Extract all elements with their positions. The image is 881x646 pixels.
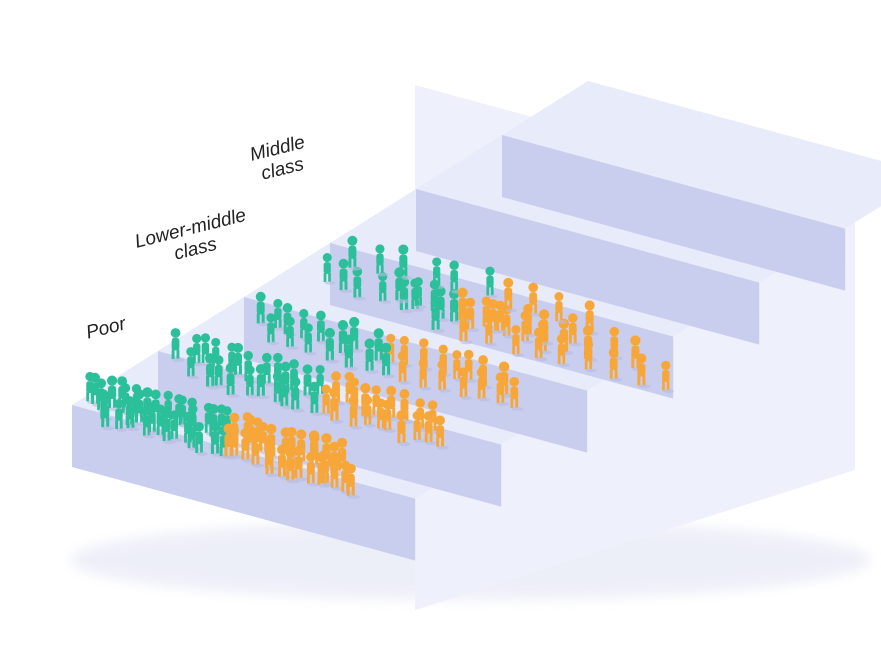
person-figure-icon <box>345 463 360 499</box>
person-figure-icon <box>214 355 228 389</box>
person-figure-icon <box>170 328 185 363</box>
person-figure-icon <box>394 267 409 304</box>
person-figure-icon <box>245 365 259 399</box>
person-figure-icon <box>161 408 176 445</box>
person-figure-icon <box>229 426 243 459</box>
person-figure-icon <box>347 235 362 271</box>
person-figure-icon <box>232 342 247 378</box>
person-figure-icon <box>458 367 472 400</box>
person-figure-icon <box>423 411 438 446</box>
person-figure-icon <box>305 452 320 487</box>
person-figure-icon <box>412 410 426 443</box>
person-figure-icon <box>338 258 353 294</box>
person-figure-icon <box>363 395 376 428</box>
person-figure-icon <box>556 334 570 368</box>
person-figure-icon <box>583 339 597 373</box>
person-figure-icon <box>375 244 389 277</box>
person-figure-icon <box>554 292 568 324</box>
person-figure-icon <box>192 333 206 367</box>
step-riser <box>158 351 502 507</box>
step-riser <box>72 405 416 561</box>
person-figure-icon <box>293 446 308 482</box>
person-figure-icon <box>309 381 324 416</box>
person-figure-icon <box>495 372 510 407</box>
person-figure-icon <box>435 415 449 450</box>
person-figure-icon <box>418 358 432 391</box>
person-figure-icon <box>458 308 473 345</box>
person-figure-icon <box>343 334 359 371</box>
person-figure-icon <box>302 364 317 399</box>
person-figure-icon <box>324 327 340 364</box>
step-riser <box>502 135 846 291</box>
person-figure-icon <box>495 300 509 334</box>
person-figure-icon <box>378 271 391 304</box>
person-figure-icon <box>255 364 270 400</box>
person-figure-icon <box>511 324 525 358</box>
person-figure-icon <box>364 338 379 374</box>
person-figure-icon <box>255 291 270 327</box>
person-figure-icon <box>636 353 651 389</box>
person-figure-icon <box>285 316 299 350</box>
person-figure-icon <box>413 277 427 309</box>
person-figure-icon <box>396 410 411 447</box>
person-figure-icon <box>329 457 344 491</box>
person-figure-icon <box>225 363 240 398</box>
person-figure-icon <box>266 313 280 346</box>
person-figure-icon <box>322 253 336 285</box>
person-figure-icon <box>319 449 335 487</box>
person-figure-icon <box>114 399 128 432</box>
person-figure-icon <box>186 347 200 380</box>
person-figure-icon <box>661 360 675 394</box>
person-figure-icon <box>100 395 115 431</box>
person-figure-icon <box>503 277 518 313</box>
person-figure-icon <box>273 298 287 331</box>
person-figure-icon <box>194 422 208 456</box>
person-figure-icon <box>430 297 445 334</box>
person-figure-icon <box>125 396 140 432</box>
person-figure-icon <box>465 297 480 333</box>
person-figure-icon <box>329 387 344 424</box>
person-figure-icon <box>533 327 548 362</box>
person-figure-icon <box>608 347 623 382</box>
person-figure-icon <box>382 399 397 433</box>
step-riser <box>416 189 760 345</box>
person-figure-icon <box>452 350 465 382</box>
person-figure-icon <box>169 410 183 442</box>
person-figure-icon <box>303 323 317 356</box>
person-figure-icon <box>279 374 294 410</box>
person-figure-icon <box>437 359 451 393</box>
person-figure-icon <box>264 442 279 478</box>
person-figure-icon <box>348 395 363 430</box>
person-figure-icon <box>349 316 364 353</box>
step-tread <box>502 81 881 229</box>
population-figures <box>85 235 675 499</box>
person-figure-icon <box>485 266 499 299</box>
person-figure-icon <box>290 376 305 413</box>
person-figure-icon <box>250 433 265 468</box>
person-figure-icon <box>240 428 255 463</box>
person-figure-icon <box>568 313 582 347</box>
person-figure-icon <box>398 244 413 280</box>
person-figure-icon <box>397 351 412 385</box>
person-figure-icon <box>509 377 523 411</box>
person-figure-icon <box>523 303 537 338</box>
person-figure-icon <box>380 342 396 379</box>
person-figure-icon <box>484 314 498 347</box>
person-figure-icon <box>476 367 491 402</box>
